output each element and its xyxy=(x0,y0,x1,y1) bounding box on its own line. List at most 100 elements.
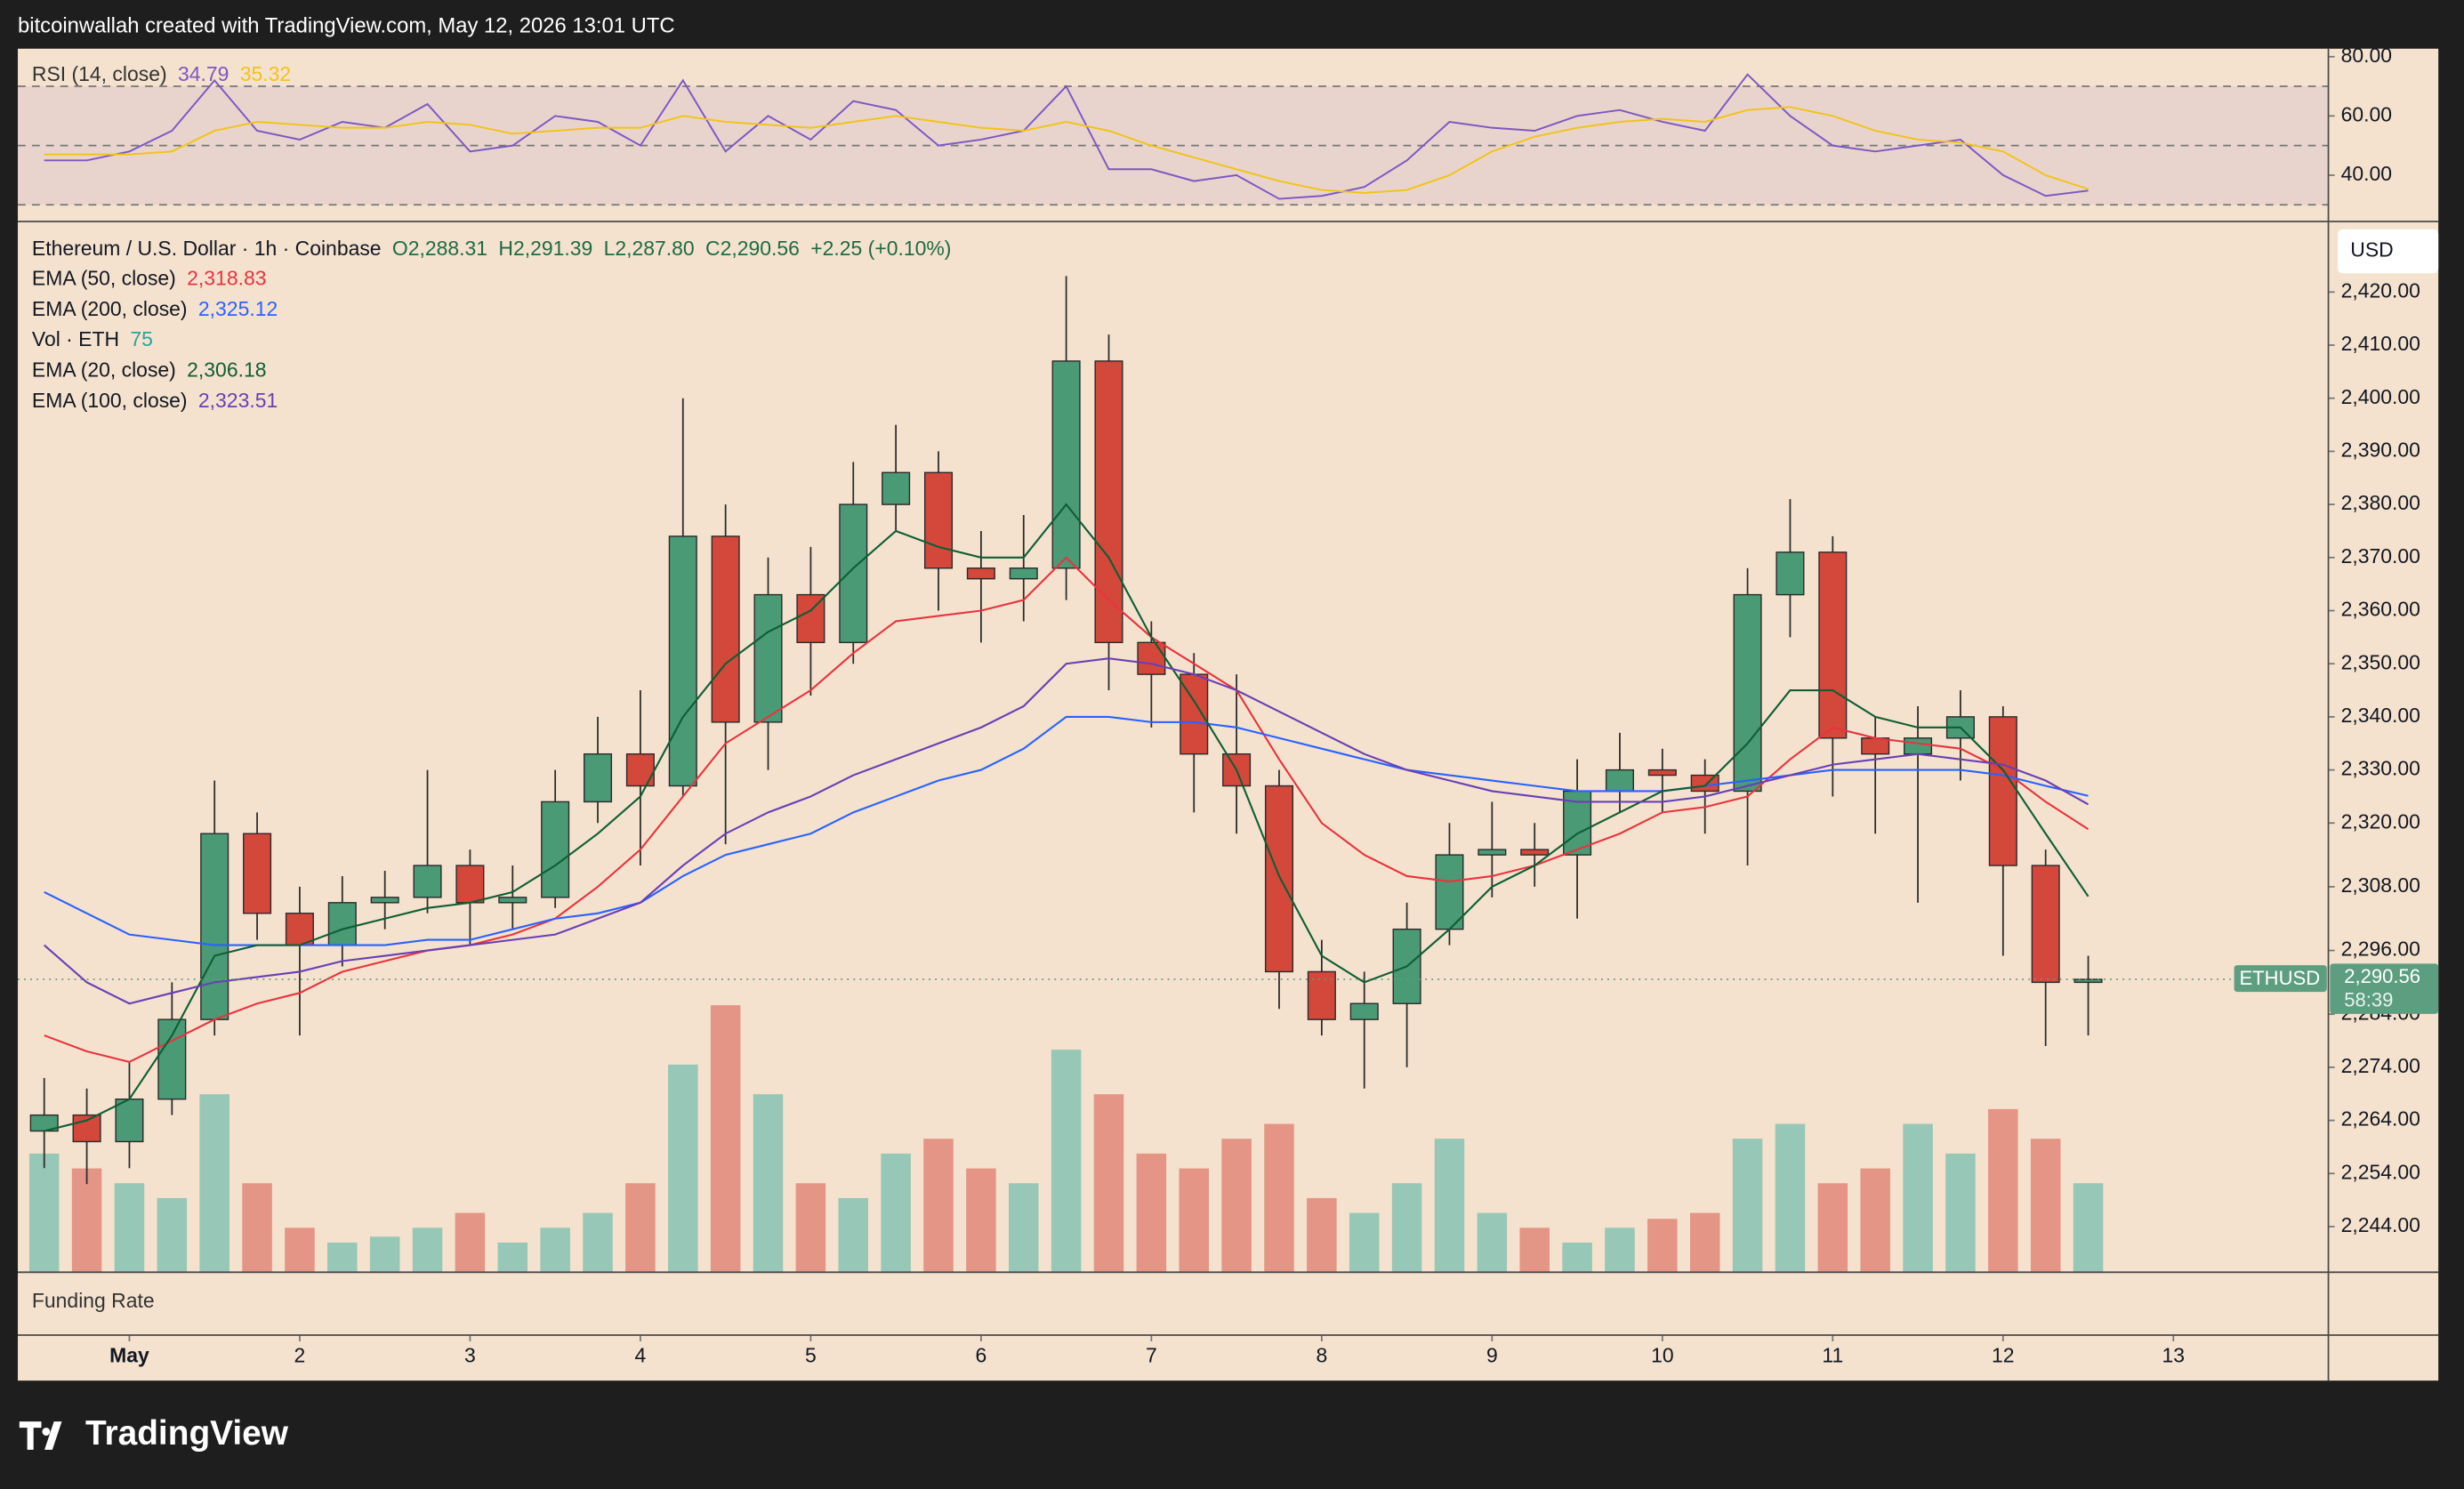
y-tick-label: 2,420.00 xyxy=(2341,278,2420,302)
ema-line xyxy=(44,556,2090,1064)
candle-body xyxy=(2031,865,2060,984)
volume-bar xyxy=(668,1064,698,1273)
currency-box[interactable] xyxy=(2338,229,2439,274)
ohlc-value: O2,288.31 xyxy=(392,237,487,260)
candle-body xyxy=(882,471,911,505)
credit: bitcoinwallah created with TradingView.c… xyxy=(18,13,675,37)
candle-body xyxy=(1988,716,2017,866)
candle-body xyxy=(243,833,272,914)
volume-bar xyxy=(1775,1123,1806,1273)
volume-bar xyxy=(71,1168,102,1273)
volume-bar xyxy=(540,1227,570,1273)
legend-value: 2,325.12 xyxy=(198,297,278,320)
volume-bar xyxy=(327,1242,358,1273)
volume-bar xyxy=(157,1197,188,1273)
legend-name: EMA (100, close) xyxy=(32,389,188,412)
candle-body xyxy=(29,1114,59,1132)
candle-body xyxy=(1647,769,1677,777)
volume-bar xyxy=(1391,1183,1422,1273)
ema-line xyxy=(44,715,2089,946)
candle-body xyxy=(711,535,740,723)
ema-line xyxy=(44,657,2090,1005)
volume-bar xyxy=(1264,1123,1294,1273)
legend-value: 75 xyxy=(130,327,153,350)
symbol-title: Ethereum / U.S. Dollar · 1h · Coinbase xyxy=(32,237,382,260)
candle-body xyxy=(1861,737,1890,755)
legend-name: EMA (20, close) xyxy=(32,358,176,382)
legend-name: Vol · ETH xyxy=(32,327,119,350)
volume-bar xyxy=(242,1183,272,1273)
ohlc-value: H2,291.39 xyxy=(498,237,592,260)
logo: TradingView xyxy=(19,1414,289,1453)
volume-bar xyxy=(1903,1123,1933,1273)
candle-body xyxy=(839,503,868,644)
y-tick-label: 60.00 xyxy=(2341,102,2392,125)
volume-bar xyxy=(1179,1168,1209,1273)
ohlc-value: L2,287.80 xyxy=(604,237,695,260)
legend-row: Vol · ETH 75 xyxy=(32,327,153,350)
volume-bar xyxy=(1689,1212,1720,1273)
legend-row: EMA (20, close) 2,306.18 xyxy=(32,358,267,382)
candle-body xyxy=(1776,551,1805,596)
x-tick-label: 9 xyxy=(1486,1344,1498,1367)
candle-body xyxy=(966,567,995,580)
volume-bar xyxy=(1945,1153,1976,1273)
candle-body xyxy=(1264,785,1294,973)
x-tick-label: 6 xyxy=(975,1344,986,1367)
y-tick-label: 2,264.00 xyxy=(2341,1107,2420,1131)
candle-body xyxy=(455,865,485,904)
volume-bar xyxy=(1988,1108,2018,1273)
volume-bar xyxy=(1519,1227,1550,1273)
volume-bar xyxy=(2073,1183,2104,1273)
candle-body xyxy=(1009,567,1038,580)
rsi-legend: RSI (14, close) 34.79 35.32 xyxy=(32,62,291,85)
volume-bar xyxy=(369,1236,400,1273)
ema-line xyxy=(44,503,2090,1132)
candle-body xyxy=(1818,551,1848,739)
volume-bar xyxy=(1860,1168,1890,1273)
price-tag xyxy=(2330,963,2439,1014)
volume-bar xyxy=(1647,1219,1678,1273)
candle-body xyxy=(157,1018,187,1100)
x-tick-label: 4 xyxy=(635,1344,647,1367)
volume-bar xyxy=(285,1227,315,1273)
volume-bar xyxy=(28,1153,60,1273)
candle-body xyxy=(584,753,613,803)
volume-bar xyxy=(838,1197,869,1273)
volume-bar xyxy=(1051,1050,1082,1273)
y-tick-label: 2,330.00 xyxy=(2341,757,2420,780)
volume-bar xyxy=(795,1183,826,1273)
candle-body xyxy=(2073,978,2103,984)
rsi-title: RSI (14, close) xyxy=(32,62,167,85)
rsi-value: 35.32 xyxy=(240,62,291,85)
legend-name: EMA (200, close) xyxy=(32,297,188,320)
y-tick-label: 2,400.00 xyxy=(2341,385,2420,408)
y-tick-label: 40.00 xyxy=(2341,162,2392,185)
candle-body xyxy=(668,535,697,787)
price-tag-label: 2,290.56 xyxy=(2344,965,2420,987)
y-tick-label: 2,390.00 xyxy=(2341,438,2420,461)
volume-bar xyxy=(1605,1227,1635,1273)
rsi-line xyxy=(44,106,2089,194)
y-tick-label: 2,296.00 xyxy=(2341,938,2420,961)
volume-bar xyxy=(1562,1242,1592,1273)
x-tick-label: 7 xyxy=(1146,1344,1157,1367)
legend-title: Ethereum / U.S. Dollar · 1h · Coinbase O2… xyxy=(32,237,951,260)
candle-body xyxy=(115,1099,144,1143)
candle-body xyxy=(327,902,357,946)
y-tick-label: 2,274.00 xyxy=(2341,1054,2420,1077)
volume-bar xyxy=(455,1212,486,1273)
volume-bar xyxy=(199,1094,229,1273)
candle-body xyxy=(1733,593,1762,793)
x-tick-label: 12 xyxy=(1992,1344,2015,1367)
countdown: 58:39 xyxy=(2344,989,2393,1011)
volume-bar xyxy=(1732,1139,1763,1273)
candle-body xyxy=(413,865,442,898)
ohlc-value: +2.25 (+0.10%) xyxy=(810,237,951,260)
volume-bar xyxy=(881,1153,911,1273)
symbol-tag-label: ETHUSD xyxy=(2239,967,2320,989)
volume-bar xyxy=(923,1139,954,1273)
volume-bar xyxy=(497,1242,528,1273)
